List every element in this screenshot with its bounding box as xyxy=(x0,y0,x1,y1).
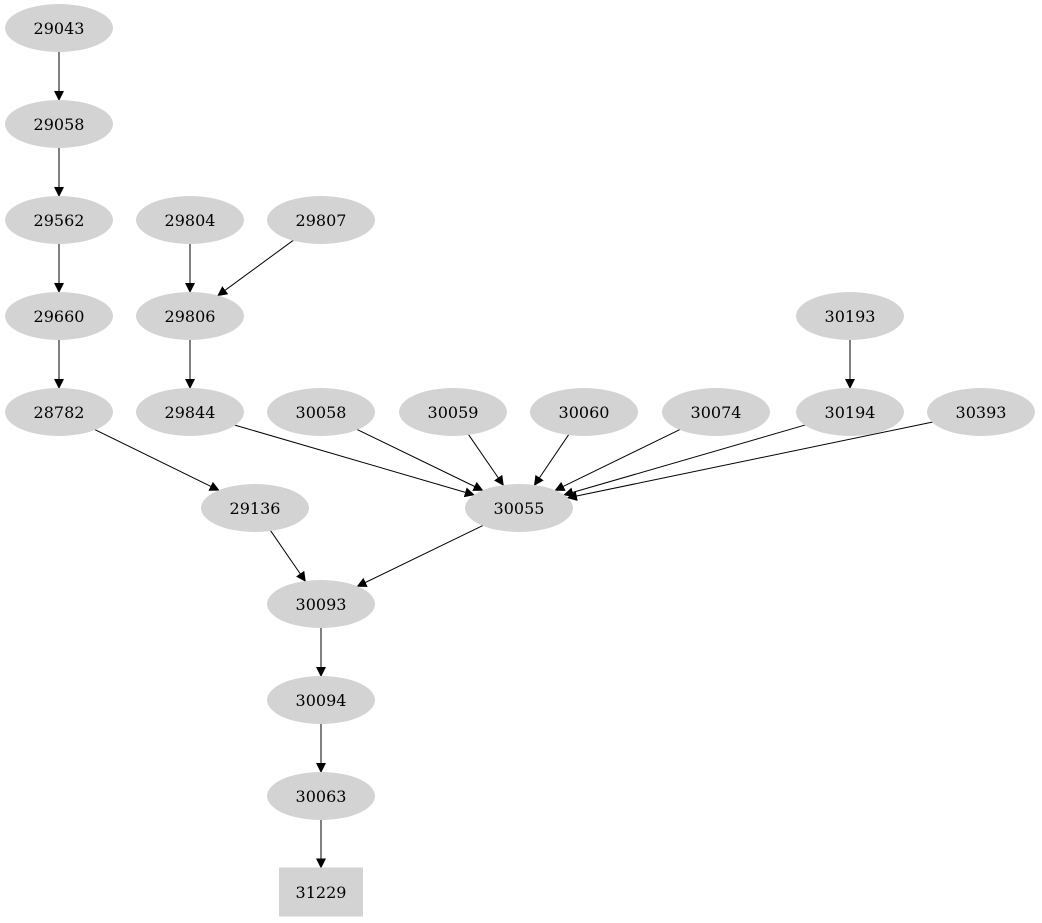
node-29043: 29043 xyxy=(5,4,113,52)
node-label: 30063 xyxy=(296,787,347,806)
edge-28782-to-29136 xyxy=(93,428,220,492)
node-29807: 29807 xyxy=(267,196,375,244)
node-shape xyxy=(136,196,244,244)
node-30193: 30193 xyxy=(796,292,904,340)
node-label: 29562 xyxy=(34,211,85,230)
node-30094: 30094 xyxy=(267,676,375,724)
node-label: 30059 xyxy=(428,403,479,422)
node-label: 30060 xyxy=(559,403,610,422)
node-label: 30194 xyxy=(825,403,876,422)
node-30393: 30393 xyxy=(927,388,1035,436)
node-label: 31229 xyxy=(296,883,347,902)
node-shape xyxy=(530,388,638,436)
node-label: 29043 xyxy=(34,19,85,38)
node-30058: 30058 xyxy=(267,388,375,436)
edge-30194-to-30055 xyxy=(563,424,807,498)
node-label: 30193 xyxy=(825,307,876,326)
edge-30058-to-30055 xyxy=(355,428,484,492)
node-shape xyxy=(5,100,113,148)
node-shape xyxy=(279,867,363,917)
node-shape xyxy=(136,388,244,436)
node-30093: 30093 xyxy=(267,580,375,628)
node-label: 29660 xyxy=(34,307,85,326)
node-shape xyxy=(267,772,375,820)
node-31229: 31229 xyxy=(279,867,363,917)
edge-30393-to-30055 xyxy=(566,421,935,501)
node-label: 29806 xyxy=(165,307,216,326)
node-30194: 30194 xyxy=(796,388,904,436)
node-label: 29058 xyxy=(34,115,85,134)
node-29136: 29136 xyxy=(201,484,309,532)
node-shape xyxy=(5,388,113,436)
node-shape xyxy=(5,4,113,52)
node-30055: 30055 xyxy=(465,484,573,532)
node-label: 30393 xyxy=(956,403,1007,422)
node-label: 30058 xyxy=(296,403,347,422)
node-29562: 29562 xyxy=(5,196,113,244)
edge-30060-to-30055 xyxy=(533,433,570,487)
node-shape xyxy=(201,484,309,532)
edge-29136-to-30093 xyxy=(269,529,307,583)
node-label: 30055 xyxy=(494,499,545,518)
node-shape xyxy=(267,580,375,628)
edge-29807-to-29806 xyxy=(216,238,295,297)
node-shape xyxy=(267,196,375,244)
node-label: 28782 xyxy=(34,403,85,422)
node-shape xyxy=(5,196,113,244)
edge-29844-to-30055 xyxy=(233,424,475,498)
node-30063: 30063 xyxy=(267,772,375,820)
node-label: 30094 xyxy=(296,691,347,710)
node-29804: 29804 xyxy=(136,196,244,244)
node-shape xyxy=(5,292,113,340)
node-30060: 30060 xyxy=(530,388,638,436)
edge-30074-to-30055 xyxy=(554,428,682,492)
node-shape xyxy=(796,388,904,436)
node-29660: 29660 xyxy=(5,292,113,340)
node-29806: 29806 xyxy=(136,292,244,340)
node-30059: 30059 xyxy=(399,388,507,436)
node-shape xyxy=(399,388,507,436)
node-29844: 29844 xyxy=(136,388,244,436)
node-label: 30074 xyxy=(691,403,742,422)
node-shape xyxy=(927,388,1035,436)
node-label: 30093 xyxy=(296,595,347,614)
node-30074: 30074 xyxy=(662,388,770,436)
node-shape xyxy=(662,388,770,436)
node-label: 29804 xyxy=(165,211,216,230)
node-shape xyxy=(796,292,904,340)
node-28782: 28782 xyxy=(5,388,113,436)
node-label: 29807 xyxy=(296,211,347,230)
node-shape xyxy=(267,676,375,724)
node-label: 29844 xyxy=(165,403,216,422)
edge-30055-to-30093 xyxy=(356,524,485,588)
node-shape xyxy=(136,292,244,340)
edge-30059-to-30055 xyxy=(467,433,505,487)
node-label: 29136 xyxy=(230,499,281,518)
node-29058: 29058 xyxy=(5,100,113,148)
node-shape xyxy=(267,388,375,436)
node-shape xyxy=(465,484,573,532)
